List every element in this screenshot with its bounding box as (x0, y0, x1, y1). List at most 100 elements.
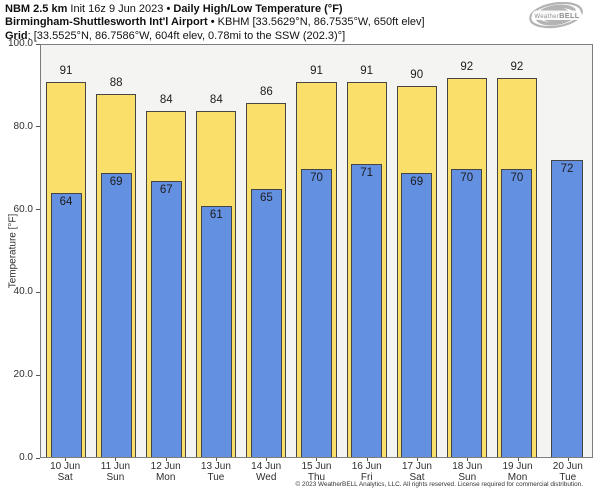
x-tick-label-dow: Wed (256, 472, 277, 483)
y-tick-label: 80.0 (13, 120, 33, 132)
low-value-label: 69 (109, 175, 123, 188)
bullet-separator: • (166, 3, 171, 15)
day-slot: 88 69 (91, 45, 141, 457)
high-value-label: 90 (410, 69, 424, 82)
high-value-label: 91 (360, 65, 373, 78)
low-value-label: 67 (159, 183, 173, 196)
x-tick-mark (567, 458, 569, 461)
x-tick-label-dow: Thu (307, 472, 326, 483)
y-tick-label: 40.0 (13, 286, 33, 298)
low-value-label: 70 (310, 171, 323, 184)
x-tick-mark (65, 458, 67, 461)
y-tick-mark (36, 457, 40, 459)
day-slot: 90 69 (392, 45, 442, 457)
low-bar (300, 168, 333, 457)
logo-swirl-icon: WeatherBELL (529, 1, 583, 29)
x-tick-label-dow: Mon (155, 472, 176, 483)
header-line-1: NBM 2.5 km Init 16z 9 Jun 2023 • Daily H… (5, 3, 425, 16)
high-value-label: 91 (310, 65, 323, 78)
y-tick-label: 60.0 (13, 203, 33, 215)
low-bar (401, 172, 433, 457)
x-axis-labels: 10 Jun Sat 11 Jun Sun 12 Jun Mon 13 Jun Tue 14 J… (40, 461, 593, 483)
high-value-label: 92 (510, 60, 524, 73)
bullet-separator: • (210, 16, 215, 29)
x-tick-cell (291, 458, 341, 461)
low-bar (250, 189, 282, 457)
x-tick-label-dow: Mon (507, 472, 528, 483)
station-name: Birmingham-Shuttlesworth Int'l Airport (5, 16, 208, 29)
low-bar (351, 164, 383, 457)
x-tick-label-date: 12 Jun (150, 461, 181, 472)
x-tick-label: 16 Jun Fri (342, 461, 392, 483)
x-tick-label-dow: Sun (106, 472, 125, 483)
init-time: Init 16z 9 Jun 2023 (70, 3, 164, 15)
model-name: NBM 2.5 km (5, 3, 68, 15)
day-slot: 84 61 (191, 45, 241, 457)
bar-group-container: 91 64 88 69 84 67 84 61 86 65 91 70 91 71 90 69 92 70 92 70… (41, 45, 592, 457)
header-line-2: Birmingham-Shuttlesworth Int'l Airport •… (5, 16, 425, 29)
x-tick-label-date: 14 Jun (251, 461, 282, 472)
product-name: Daily High/Low Temperature (°F) (173, 3, 343, 15)
day-slot: 84 67 (141, 45, 191, 457)
x-tick-label-date: 11 Jun (100, 461, 131, 472)
x-axis-tick-marks (40, 458, 593, 461)
x-tick-label: 17 Jun Sat (392, 461, 442, 483)
low-value-label: 64 (59, 196, 73, 209)
x-tick-mark (416, 458, 418, 461)
x-tick-label-date: 18 Jun (452, 461, 483, 472)
day-slot: 91 71 (342, 45, 392, 457)
day-slot: 91 64 (41, 45, 91, 457)
low-value-label: 70 (460, 171, 474, 184)
x-tick-label: 19 Jun Mon (492, 461, 542, 483)
x-tick-cell (241, 458, 291, 461)
high-value-label: 86 (260, 85, 273, 98)
x-tick-cell (342, 458, 392, 461)
chart-plot-area: 91 64 88 69 84 67 84 61 86 65 91 70 91 71 90 69 92 70 92 70… (40, 44, 593, 458)
x-tick-label-date: 19 Jun (502, 461, 533, 472)
x-tick-label: 11 Jun Sun (90, 461, 140, 483)
x-tick-label-dow: Sun (458, 472, 477, 483)
y-tick-label: 100.0 (7, 38, 33, 49)
x-tick-mark (115, 458, 117, 461)
x-tick-label: 15 Jun Thu (291, 461, 341, 483)
y-tick-mark (36, 126, 40, 128)
x-tick-mark (266, 458, 268, 461)
day-slot: 92 70 (492, 45, 542, 457)
x-tick-label-date: 20 Jun (552, 461, 583, 472)
x-tick-mark (316, 458, 318, 461)
x-tick-label-date: 17 Jun (401, 461, 432, 472)
x-tick-label: 10 Jun Sat (40, 461, 90, 483)
x-tick-cell (141, 458, 191, 461)
day-slot: 92 70 (442, 45, 492, 457)
x-tick-label-date: 10 Jun (50, 461, 81, 472)
y-tick-mark (36, 43, 40, 45)
header-line-3: Grid: [33.5525°N, 86.7586°W, 604ft elev,… (5, 30, 425, 43)
low-bar (551, 160, 583, 457)
chart-header: NBM 2.5 km Init 16z 9 Jun 2023 • Daily H… (5, 3, 425, 43)
day-slot: 91 70 (291, 45, 341, 457)
x-tick-label-dow: Tue (207, 472, 225, 483)
y-axis-ticks: 100.0 80.0 60.0 40.0 20.0 0.0 (0, 38, 40, 463)
x-tick-cell (90, 458, 140, 461)
x-tick-mark (467, 458, 469, 461)
x-tick-label-dow: Sat (57, 472, 73, 483)
x-tick-cell (191, 458, 241, 461)
x-tick-label: 14 Jun Wed (241, 461, 291, 483)
x-tick-label-dow: Sat (409, 472, 425, 483)
low-value-label: 61 (209, 208, 223, 221)
high-value-label: 84 (159, 93, 173, 106)
x-tick-cell (492, 458, 542, 461)
low-bar (100, 172, 132, 457)
high-value-label: 91 (59, 65, 73, 78)
low-bar (451, 168, 483, 457)
low-bar (501, 168, 533, 457)
high-value-label: 92 (460, 60, 474, 73)
x-tick-label: 20 Jun Tue (543, 461, 593, 483)
low-value-label: 71 (360, 167, 373, 180)
grid-label: Grid (5, 29, 28, 42)
low-value-label: 72 (560, 163, 574, 176)
x-tick-mark (366, 458, 368, 461)
x-tick-cell (40, 458, 90, 461)
day-slot: 86 65 (241, 45, 291, 457)
y-tick-mark (36, 291, 40, 293)
